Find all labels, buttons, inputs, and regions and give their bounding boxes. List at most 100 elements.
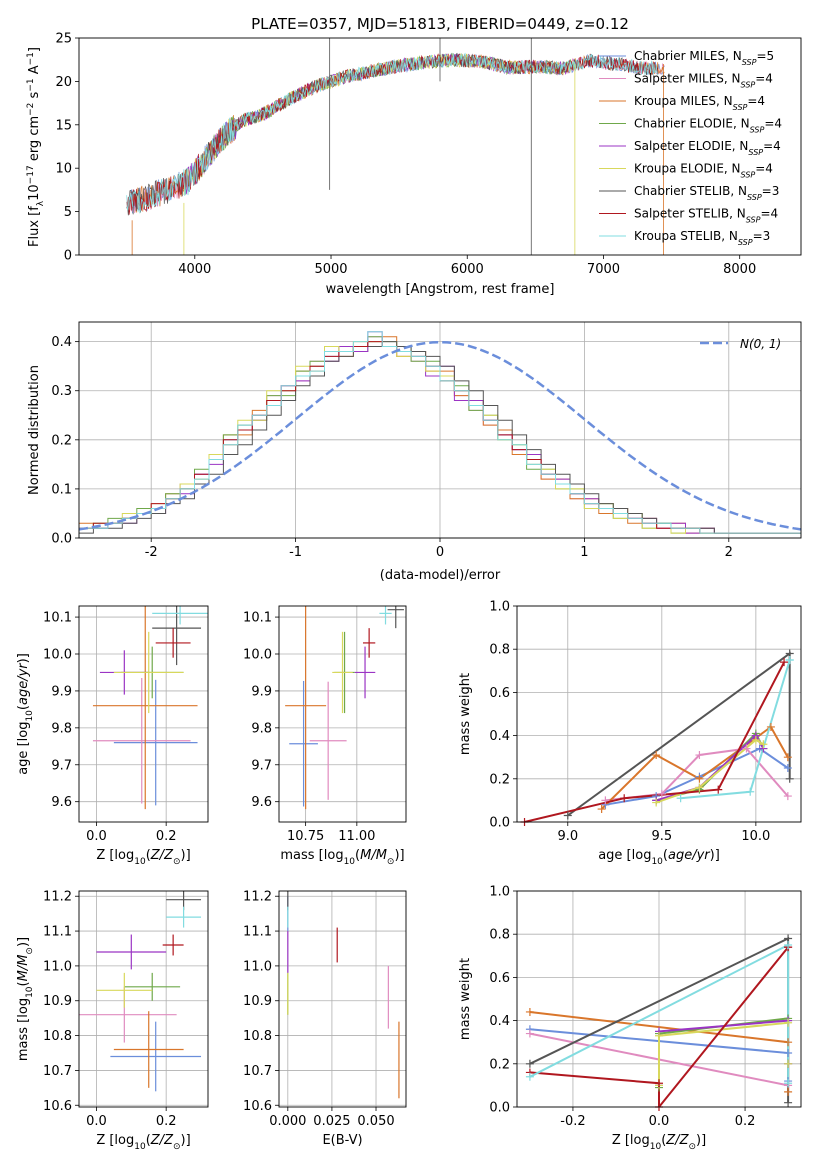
y-tick-label: 11.2 — [43, 890, 72, 905]
error-bar-point — [113, 1011, 184, 1088]
y-tick-label: 0.1 — [51, 482, 72, 497]
chart-mass_vs_Z: 0.0 0.2 10.6 10.7 10.8 10.9 11.0 11.1 11.2 Z [log… — [16, 890, 209, 1152]
label-part: ⊙ — [173, 857, 181, 867]
legend-sub: SSP — [748, 148, 763, 157]
axes-frame — [278, 605, 407, 823]
y-tick-label: 0.4 — [489, 729, 510, 744]
x-axis-label: Z [log10(Z/Z⊙)] — [96, 1133, 190, 1152]
label-part: s — [27, 91, 42, 102]
x-tick-label: 10.75 — [287, 829, 324, 844]
weight-marker — [785, 656, 794, 664]
weight-marker — [784, 1087, 793, 1096]
x-tick-label: 9.0 — [557, 829, 578, 844]
weight-marker — [695, 783, 704, 792]
label-part: mass [log — [280, 848, 343, 863]
y-tick-label: 10.8 — [243, 1029, 272, 1044]
y-tick-label: 10.1 — [243, 611, 272, 626]
axes-frame — [516, 605, 802, 823]
spectrum-line — [126, 53, 659, 216]
x-tick-label: 4000 — [178, 262, 211, 277]
label-part: −2 — [26, 103, 36, 116]
plot-area — [126, 38, 665, 255]
weight-marker — [784, 1038, 793, 1047]
weight-marker — [676, 794, 685, 803]
weight-marker — [780, 658, 789, 667]
weight-marker — [652, 751, 661, 760]
label-part: −1 — [26, 78, 36, 91]
axes-frame — [78, 37, 802, 256]
weight-marker — [695, 774, 704, 783]
y-tick-label: 15 — [55, 118, 72, 133]
weight-marker — [657, 789, 666, 798]
label-part: Z [log — [96, 1133, 134, 1148]
x-tick-label: -1 — [289, 545, 302, 560]
label-part: )] — [394, 848, 404, 863]
legend-entry: Kroupa STELIB, NSSP=3 — [634, 229, 770, 247]
y-tick-label: 0.0 — [51, 532, 72, 547]
error-bar-point — [152, 606, 208, 625]
legend-sub: SSP — [750, 125, 765, 134]
x-axis-label: wavelength [Angstrom, rest frame] — [326, 282, 555, 297]
y-tick-label: 10.9 — [43, 994, 72, 1009]
legend-entry: Kroupa ELODIE, NSSP=4 — [634, 162, 773, 180]
legend-sub: SSP — [741, 80, 756, 89]
legend-sub: SSP — [747, 193, 762, 202]
legend-nssp: =4 — [760, 207, 778, 221]
y-tick-label: 9.7 — [51, 758, 72, 773]
weight-marker — [746, 787, 755, 796]
weight-marker — [714, 785, 723, 794]
label-part: 10 — [25, 986, 35, 998]
legend-entry: Chabrier MILES, NSSP=5 — [634, 49, 774, 67]
error-bar-point — [162, 934, 184, 956]
legend-sub: SSP — [738, 238, 753, 247]
label-part: M/M — [360, 848, 387, 863]
histogram-step — [79, 331, 801, 538]
spectrum-line — [131, 53, 665, 213]
legend-name: Salpeter MILES, N — [634, 72, 741, 86]
x-axis-label: mass [log10(M/M⊙)] — [280, 848, 404, 867]
x-tick-label: -0.2 — [560, 1114, 585, 1129]
label-part: )] — [696, 1133, 706, 1148]
plot-area — [287, 891, 400, 1099]
y-tick-label: 11.1 — [43, 925, 72, 940]
legend-name: Chabrier MILES, N — [634, 49, 742, 63]
label-part: )] — [181, 1133, 191, 1148]
y-tick-label: 11.2 — [243, 890, 272, 905]
weight-marker — [620, 794, 629, 803]
y-tick-label: 10 — [55, 162, 72, 177]
weight-marker — [784, 1049, 793, 1057]
label-part: ( — [146, 848, 151, 863]
x-tick-label: 7000 — [587, 262, 620, 277]
plot-area — [92, 606, 208, 810]
x-tick-label: 0.0 — [86, 829, 107, 844]
weight-marker — [525, 1029, 534, 1038]
legend-nssp: =4 — [763, 139, 781, 153]
label-part: λ — [36, 200, 46, 206]
y-tick-label: 0.2 — [489, 772, 510, 787]
y-tick-label: 0.8 — [489, 928, 510, 943]
x-tick-label: 0.000 — [269, 1114, 306, 1129]
label-part: E(B-V) — [322, 1133, 362, 1148]
x-axis-label: Z [log10(Z/Z⊙)] — [612, 1133, 706, 1152]
spectrum-line — [183, 52, 575, 195]
error-bar-point — [96, 934, 167, 970]
spectrum-line — [131, 53, 665, 214]
y-tick-label: 10.8 — [43, 1029, 72, 1044]
legend-nssp: =3 — [762, 184, 780, 198]
y-tick-label: 10.0 — [243, 648, 272, 663]
weight-marker — [525, 1007, 534, 1016]
y-tick-label: 9.9 — [251, 684, 272, 699]
weight-line — [524, 661, 785, 822]
axes-frame — [78, 890, 209, 1108]
y-tick-label: 1.0 — [489, 600, 510, 615]
label-part: age [log — [16, 722, 31, 775]
error-bar-point — [285, 606, 327, 810]
label-part: age/yr — [668, 848, 711, 863]
weight-marker — [784, 1018, 793, 1027]
y-tick-label: 0.0 — [489, 816, 510, 831]
label-part: 10 — [651, 857, 663, 867]
y-tick-label: 0.6 — [489, 971, 510, 986]
label-part: )] — [16, 653, 31, 663]
weight-line — [529, 946, 789, 1107]
error-bar-point — [124, 972, 181, 1001]
